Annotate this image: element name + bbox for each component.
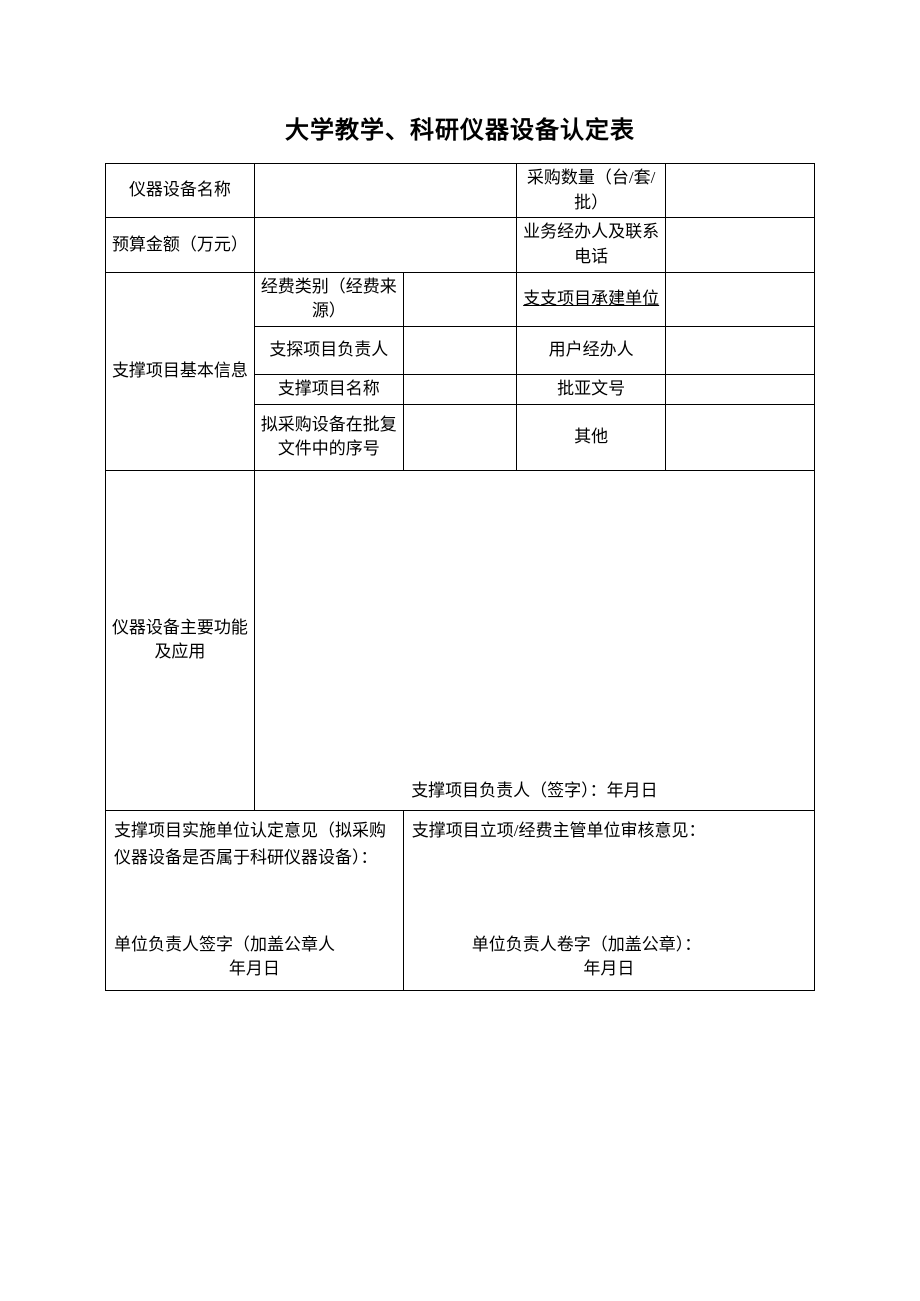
field-project-unit[interactable] [666,272,815,326]
field-other[interactable] [666,404,815,470]
field-purchase-qty[interactable] [666,164,815,218]
right-sign-text: 单位负责人卷字（加盖公章）： [412,933,806,958]
field-main-function[interactable]: 支撑项目负责人（签字）：年月日 [254,470,814,810]
label-purchase-qty: 采购数量（台/套/批） [517,164,666,218]
label-approval-no: 批亚文号 [517,374,666,404]
label-budget: 预算金额（万元） [106,218,255,272]
field-user-handler[interactable] [666,326,815,374]
left-opinion-cell[interactable]: 支撑项目实施单位认定意见（拟采购仪器设备是否属于科研仪器设备）： 单位负责人签字… [106,810,404,990]
field-equipment-no[interactable] [403,404,516,470]
left-sign-text: 单位负责人签字（加盖公章人 [114,933,395,958]
form-table: 仪器设备名称 采购数量（台/套/批） 预算金额（万元） 业务经办人及联系电话 支… [105,163,815,991]
left-date-text: 年月日 [114,957,395,982]
label-project-unit: 支支项目承建单位 [517,272,666,326]
label-other: 其他 [517,404,666,470]
label-main-function: 仪器设备主要功能及应用 [106,470,255,810]
field-approval-no[interactable] [666,374,815,404]
label-handler-phone: 业务经办人及联系电话 [517,218,666,272]
field-project-leader[interactable] [403,326,516,374]
field-project-name[interactable] [403,374,516,404]
label-project-info: 支撑项目基本信息 [106,272,255,470]
label-equipment-name: 仪器设备名称 [106,164,255,218]
label-fund-type: 经费类别（经费来源） [254,272,403,326]
field-equipment-name[interactable] [254,164,516,218]
label-equipment-no: 拟采购设备在批复文件中的序号 [254,404,403,470]
label-project-leader: 支探项目负责人 [254,326,403,374]
signature-line: 支撑项目负责人（签字）：年月日 [411,781,658,800]
label-user-handler: 用户经办人 [517,326,666,374]
field-fund-type[interactable] [403,272,516,326]
right-opinion-text: 支撑项目立项/经费主管单位审核意见： [412,817,806,844]
label-project-name: 支撑项目名称 [254,374,403,404]
field-handler-phone[interactable] [666,218,815,272]
field-budget[interactable] [254,218,516,272]
form-title: 大学教学、科研仪器设备认定表 [105,110,815,145]
right-date-text: 年月日 [412,957,806,982]
right-opinion-cell[interactable]: 支撑项目立项/经费主管单位审核意见： 单位负责人卷字（加盖公章）： 年月日 [403,810,814,990]
left-opinion-text: 支撑项目实施单位认定意见（拟采购仪器设备是否属于科研仪器设备）： [114,817,395,871]
